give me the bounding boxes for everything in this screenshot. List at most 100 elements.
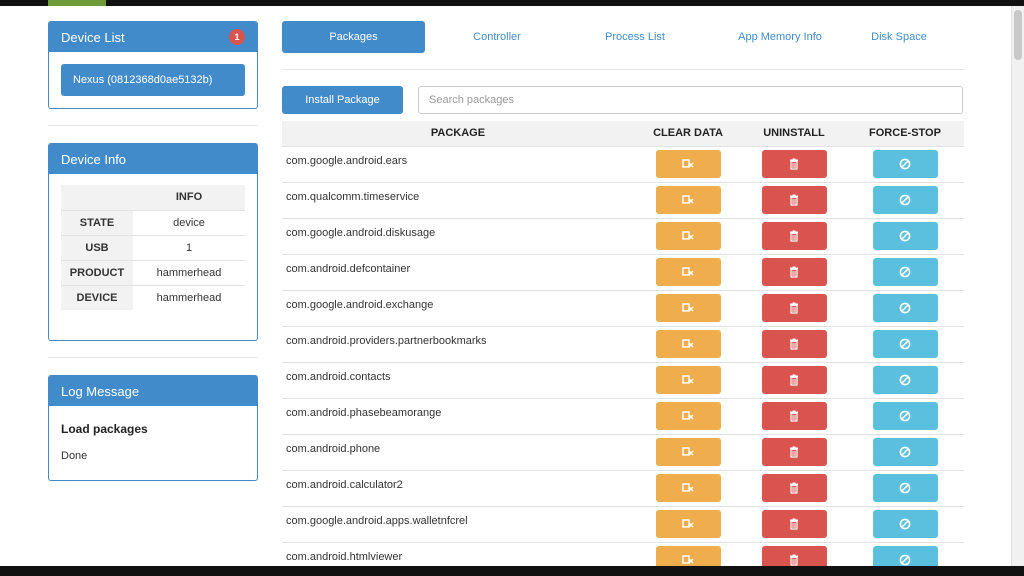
log-message-panel: Log Message Load packages Done [48,375,258,481]
package-name: com.google.android.ears [282,145,634,182]
broom-icon [682,158,694,170]
ban-icon [899,158,911,170]
uninstall-button[interactable] [761,258,827,286]
device-info-panel: Device Info INFO STATE device USB 1 PROD… [48,143,258,341]
clear-data-button[interactable] [655,186,721,214]
trash-icon [788,266,800,278]
table-row: com.android.contacts [282,361,964,398]
broom-icon [682,338,694,350]
info-row-device: DEVICE hammerhead [61,284,245,310]
broom-icon [682,410,694,422]
uninstall-button[interactable] [761,330,827,358]
clear-data-button[interactable] [655,366,721,394]
force-stop-button[interactable] [872,294,938,322]
device-item-nexus[interactable]: Nexus (0812368d0ae5132b) [61,64,245,96]
force-stop-button[interactable] [872,438,938,466]
broom-icon [682,518,694,530]
ban-icon [899,266,911,278]
info-key: STATE [61,209,133,235]
broom-icon [682,482,694,494]
force-stop-button[interactable] [872,402,938,430]
uninstall-button[interactable] [761,186,827,214]
clear-data-button[interactable] [655,330,721,358]
uninstall-button[interactable] [761,402,827,430]
tab-controller[interactable]: Controller [473,31,521,43]
clear-data-button[interactable] [655,150,721,178]
force-stop-button[interactable] [872,186,938,214]
package-name: com.android.phasebeamorange [282,397,634,434]
force-stop-button[interactable] [872,222,938,250]
tab-process-list[interactable]: Process List [605,31,665,43]
log-message-title: Log Message [61,383,140,399]
search-packages-input[interactable] [418,86,963,114]
clear-data-button[interactable] [655,258,721,286]
package-name: com.google.android.exchange [282,289,634,326]
table-row: com.google.android.exchange [282,289,964,326]
clear-data-button[interactable] [655,438,721,466]
log-heading: Load packages [61,422,148,436]
header-force-stop: FORCE-STOP [846,121,964,146]
install-package-button[interactable]: Install Package [282,86,403,114]
info-value: hammerhead [133,284,245,310]
package-name: com.android.defcontainer [282,253,634,290]
force-stop-button[interactable] [872,258,938,286]
force-stop-button[interactable] [872,510,938,538]
uninstall-button[interactable] [761,474,827,502]
table-header-row: PACKAGE CLEAR DATA UNINSTALL FORCE-STOP [282,121,964,146]
trash-icon [788,554,800,566]
info-key: PRODUCT [61,259,133,285]
trash-icon [788,410,800,422]
broom-icon [682,554,694,566]
table-row: com.google.android.apps.walletnfcrel [282,505,964,542]
clear-data-button[interactable] [655,402,721,430]
broom-icon [682,230,694,242]
tab-disk-space[interactable]: Disk Space [871,31,927,43]
device-info-title: Device Info [61,151,127,167]
clear-data-button[interactable] [655,510,721,538]
force-stop-button[interactable] [872,474,938,502]
table-row: com.android.defcontainer [282,253,964,290]
broom-icon [682,446,694,458]
trash-icon [788,302,800,314]
log-text: Done [61,450,88,462]
trash-icon [788,194,800,206]
ban-icon [899,302,911,314]
clear-data-button[interactable] [655,474,721,502]
ban-icon [899,554,911,566]
uninstall-button[interactable] [761,438,827,466]
info-row-usb: USB 1 [61,234,245,260]
tab-packages[interactable]: Packages [282,21,425,53]
uninstall-button[interactable] [761,366,827,394]
tabs-divider [282,69,964,70]
clear-data-button[interactable] [655,222,721,250]
package-name: com.android.providers.partnerbookmarks [282,325,634,362]
force-stop-button[interactable] [872,330,938,358]
table-row: com.android.phasebeamorange [282,397,964,434]
trash-icon [788,374,800,386]
trash-icon [788,446,800,458]
device-info-table: INFO STATE device USB 1 PRODUCT hammerhe… [61,185,245,310]
window-top-bar [0,0,1024,6]
table-row: com.qualcomm.timeservice [282,181,964,218]
trash-icon [788,230,800,242]
force-stop-button[interactable] [872,366,938,394]
uninstall-button[interactable] [761,222,827,250]
log-message-heading: Log Message [49,376,257,406]
clear-data-button[interactable] [655,294,721,322]
tab-app-memory-info[interactable]: App Memory Info [738,31,822,43]
package-name: com.android.phone [282,433,634,470]
window-bottom-bar [0,566,1024,576]
uninstall-button[interactable] [761,294,827,322]
ban-icon [899,518,911,530]
ban-icon [899,410,911,422]
ban-icon [899,446,911,458]
table-row: com.android.providers.partnerbookmarks [282,325,964,362]
sidebar-divider [48,357,258,358]
scrollbar-thumb[interactable] [1014,10,1022,60]
header-package: PACKAGE [282,121,634,146]
force-stop-button[interactable] [872,150,938,178]
page-scrollbar[interactable] [1011,6,1024,566]
uninstall-button[interactable] [761,150,827,178]
uninstall-button[interactable] [761,510,827,538]
table-row: com.google.android.ears [282,145,964,182]
